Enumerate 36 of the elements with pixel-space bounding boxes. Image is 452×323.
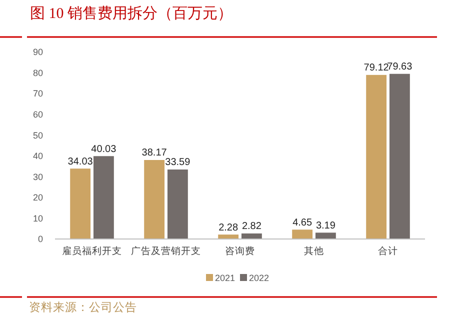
bar [314, 232, 336, 240]
y-tick-label: 60 [32, 109, 43, 120]
x-tick-label: 咨询费 [225, 245, 255, 257]
bar [366, 74, 388, 240]
y-tick-label: 30 [32, 172, 43, 182]
text: 资料来源：公司公告 [29, 301, 137, 314]
bar [388, 73, 410, 240]
x-tick-label: 雇员福利开支 [62, 245, 122, 257]
data-label: 2.82 [242, 221, 262, 232]
data-label: 4.65 [292, 217, 312, 228]
bar [144, 159, 166, 240]
y-tick-label: 10 [32, 213, 43, 224]
x-tick-label: 其他 [304, 245, 324, 257]
bar [292, 229, 314, 240]
chart-title: 图 10 销售费用拆分（百万元） [30, 5, 232, 22]
data-label: 3.19 [316, 220, 336, 232]
data-label: 40.03 [91, 144, 117, 155]
bar [92, 156, 114, 240]
data-label: 38.17 [142, 148, 168, 159]
bar [166, 168, 188, 240]
data-label: 2.28 [218, 222, 238, 234]
bar [70, 168, 92, 240]
y-tick-label: 0 [38, 234, 43, 244]
data-label: 33.59 [165, 157, 191, 168]
y-tick-label: 20 [32, 192, 43, 203]
x-tick-label: 广告及营销开支 [131, 245, 201, 257]
data-label: 34.03 [68, 156, 94, 168]
y-tick-label: 80 [32, 68, 43, 78]
x-tick-label: 合计 [378, 245, 398, 257]
y-tick-label: 90 [32, 47, 43, 58]
y-tick-label: 70 [32, 88, 43, 99]
legend-label: 2021 [215, 273, 236, 284]
data-label: 79.63 [387, 62, 413, 73]
y-tick-label: 40 [32, 151, 43, 162]
legend-label: 2022 [249, 273, 270, 284]
y-tick-label: 50 [32, 130, 43, 140]
